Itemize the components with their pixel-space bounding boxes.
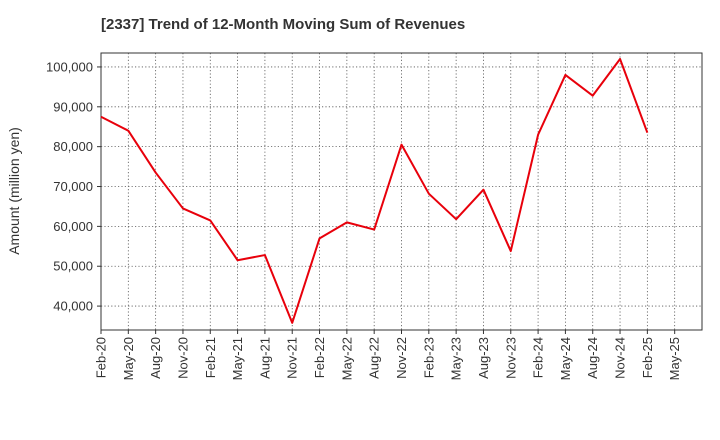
x-tick-label: Aug-22	[367, 337, 382, 379]
x-tick-label: Feb-22	[312, 337, 327, 378]
chart-title: [2337] Trend of 12-Month Moving Sum of R…	[101, 16, 466, 33]
x-tick-label: May-23	[449, 337, 464, 380]
x-tick-label: Nov-20	[175, 337, 190, 379]
x-tick-label: Nov-24	[613, 337, 628, 379]
y-tick-label: 60,000	[53, 219, 93, 234]
y-tick-label: 70,000	[53, 179, 93, 194]
x-tick-label: May-20	[121, 337, 136, 380]
x-tick-label: Feb-25	[640, 337, 655, 378]
x-tick-label: Nov-22	[394, 337, 409, 379]
x-tick-label: Aug-21	[257, 337, 272, 379]
x-axis-ticks: Feb-20 May-20 Aug-20 Nov-20 Feb-21 May-21 Aug-…	[94, 330, 682, 380]
x-tick-label: Feb-23	[421, 337, 436, 378]
x-tick-label: Feb-20	[94, 337, 109, 378]
y-tick-label: 100,000	[46, 59, 93, 74]
x-tick-label: Feb-21	[203, 337, 218, 378]
x-tick-label: Aug-24	[585, 337, 600, 379]
y-axis-title: Amount (million yen)	[6, 127, 22, 255]
revenue-series-line	[100, 57, 649, 324]
x-tick-label: Nov-23	[503, 337, 518, 379]
series-layer	[100, 57, 649, 324]
x-tick-label: May-22	[339, 337, 354, 380]
x-tick-label: Feb-24	[531, 337, 546, 378]
x-tick-label: May-21	[230, 337, 245, 380]
grid-lines	[101, 53, 702, 330]
x-tick-label: Aug-20	[148, 337, 163, 379]
x-tick-label: Nov-21	[285, 337, 300, 379]
x-tick-label: May-25	[667, 337, 682, 380]
y-tick-label: 80,000	[53, 139, 93, 154]
x-tick-label: May-24	[558, 337, 573, 380]
y-tick-label: 90,000	[53, 99, 93, 114]
y-tick-label: 50,000	[53, 259, 93, 274]
y-tick-label: 40,000	[53, 299, 93, 314]
x-tick-label: Aug-23	[476, 337, 491, 379]
y-axis-ticks: 40,000 50,000 60,000 70,000 80,000 90,000 100,…	[46, 59, 101, 314]
